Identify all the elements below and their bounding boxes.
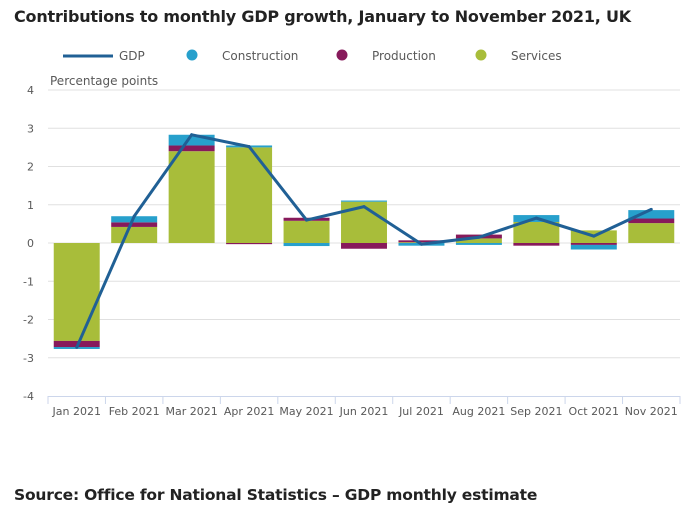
bar-services-aug-2021 <box>455 238 502 243</box>
legend-item-gdp[interactable]: GDP <box>63 49 145 63</box>
gdp-point <box>362 205 366 209</box>
y-tick-label: 2 <box>27 161 34 174</box>
y-axis-ticks: 4 3 2 1 0 -1 -2 -3 -4 <box>23 84 34 403</box>
gdp-point <box>649 207 653 211</box>
x-tick-label: Sep 2021 <box>510 405 562 418</box>
gdp-point <box>305 218 309 222</box>
bar-services-jan-2021 <box>53 243 100 341</box>
y-tick-label: 1 <box>27 199 34 212</box>
y-tick-label: -3 <box>23 352 34 365</box>
x-tick-label: Mar 2021 <box>166 405 218 418</box>
x-tick-label: Feb 2021 <box>109 405 160 418</box>
x-tick-label: Jan 2021 <box>52 405 101 418</box>
bar-production-jul-2021 <box>398 240 445 243</box>
y-tick-label: 4 <box>27 84 34 97</box>
bar-construction-jun-2021 <box>341 200 387 202</box>
legend-label-services: Services <box>511 49 562 63</box>
legend-label-construction: Construction <box>222 49 298 63</box>
bar-production-jun-2021 <box>341 243 387 249</box>
y-tick-label: 3 <box>27 122 34 135</box>
x-tick-label: May 2021 <box>279 405 333 418</box>
x-tick-label: Jul 2021 <box>398 405 444 418</box>
x-axis: Jan 2021 Feb 2021 Mar 2021 Apr 2021 May 2021… <box>47 396 681 418</box>
gdp-point <box>592 234 596 238</box>
gdp-point <box>534 216 538 220</box>
chart-title: Contributions to monthly GDP growth, Jan… <box>14 7 632 26</box>
legend-marker-production <box>336 49 348 61</box>
legend-marker-services <box>475 49 487 61</box>
bar-production-oct-2021 <box>570 243 617 245</box>
bar-construction-nov-2021 <box>628 210 675 219</box>
y-tick-label: 0 <box>27 237 34 250</box>
legend-marker-construction <box>186 49 198 61</box>
bar-services-feb-2021 <box>111 226 158 243</box>
gdp-line-group <box>75 133 653 349</box>
x-tick-label: Jun 2021 <box>339 405 389 418</box>
legend: GDP Construction Production Services <box>63 49 562 63</box>
bar-production-sep-2021 <box>513 243 560 246</box>
legend-label-gdp: GDP <box>119 49 145 63</box>
bar-production-mar-2021 <box>168 145 215 152</box>
gdp-point <box>419 242 423 246</box>
y-tick-label: -4 <box>23 390 34 403</box>
bar-services-apr-2021 <box>226 147 273 243</box>
legend-label-production: Production <box>372 49 436 63</box>
y-tick-label: -1 <box>23 275 34 288</box>
bar-services-mar-2021 <box>168 151 215 243</box>
gdp-point <box>190 133 194 137</box>
x-tick-label: Oct 2021 <box>569 405 620 418</box>
bar-services-jun-2021 <box>341 201 387 243</box>
x-tick-label: Nov 2021 <box>625 405 678 418</box>
source-note: Source: Office for National Statistics –… <box>14 486 538 504</box>
bar-production-apr-2021 <box>226 243 273 245</box>
bar-construction-aug-2021 <box>455 243 502 245</box>
bar-construction-may-2021 <box>283 243 330 247</box>
y-axis-label: Percentage points <box>50 74 158 88</box>
gdp-point <box>132 214 136 218</box>
gdp-point <box>75 345 79 349</box>
x-tick-label: Aug 2021 <box>452 405 505 418</box>
bar-services-nov-2021 <box>628 223 675 243</box>
bar-production-nov-2021 <box>628 218 675 224</box>
gdp-point <box>247 145 251 149</box>
legend-item-production[interactable]: Production <box>336 49 436 63</box>
bar-construction-oct-2021 <box>570 244 617 250</box>
bar-services-may-2021 <box>283 220 330 243</box>
bar-construction-mar-2021 <box>168 134 215 146</box>
legend-item-construction[interactable]: Construction <box>186 49 299 63</box>
bar-services-sep-2021 <box>513 221 560 243</box>
y-tick-label: -2 <box>23 314 34 327</box>
x-tick-label: Apr 2021 <box>224 405 275 418</box>
legend-item-services[interactable]: Services <box>475 49 562 63</box>
bar-production-feb-2021 <box>111 222 158 227</box>
gdp-point <box>477 235 481 239</box>
